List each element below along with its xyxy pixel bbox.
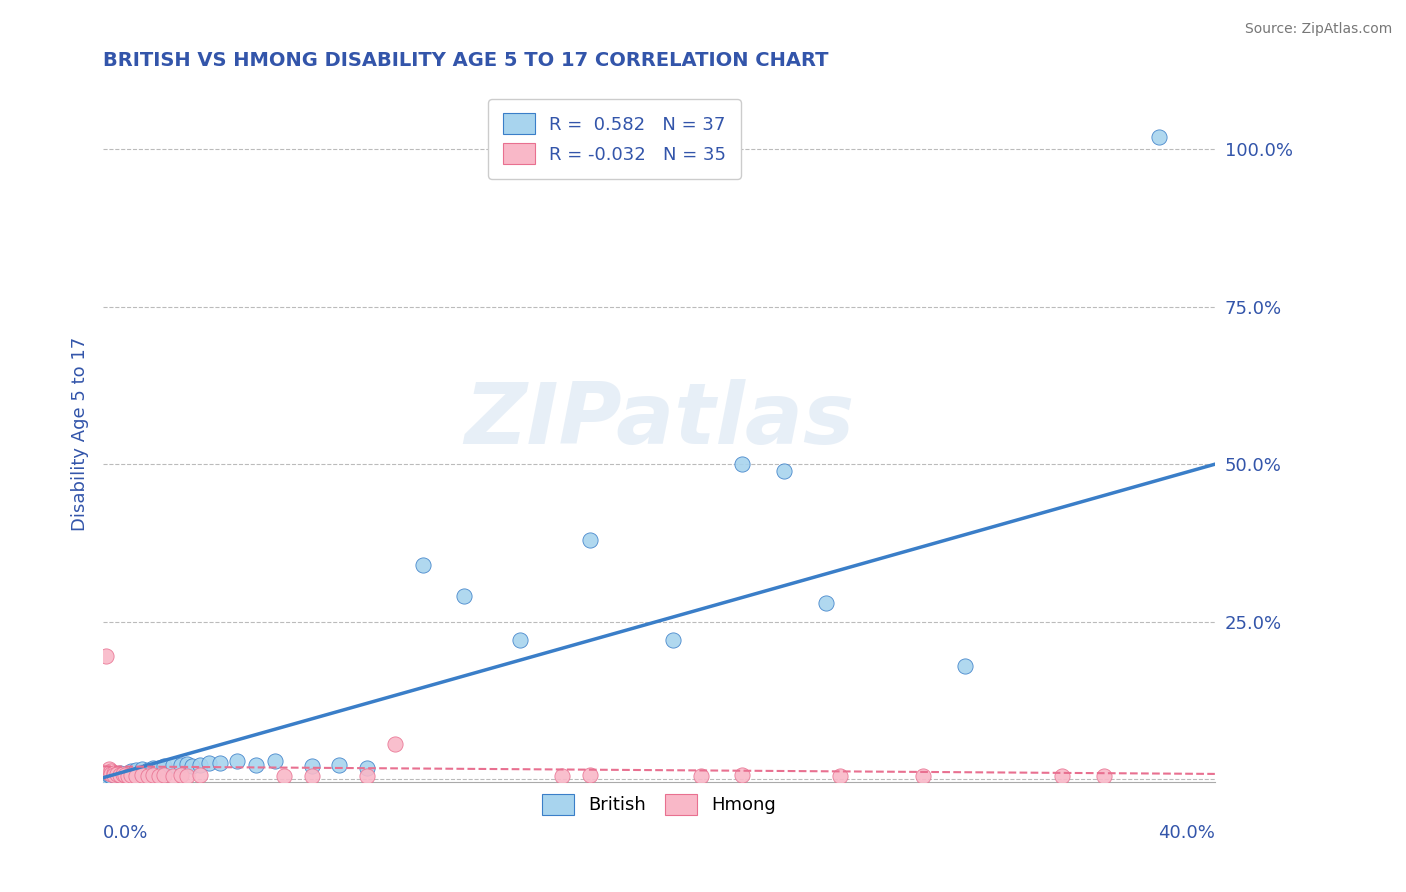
Point xyxy=(142,768,165,782)
Point xyxy=(94,769,117,783)
Point xyxy=(125,763,148,777)
Point xyxy=(120,764,142,779)
Point xyxy=(301,759,323,773)
Point xyxy=(911,769,934,783)
Point xyxy=(131,762,153,776)
Point xyxy=(103,765,125,780)
Point xyxy=(814,596,837,610)
Point xyxy=(170,758,193,772)
Point xyxy=(181,759,204,773)
Point xyxy=(97,762,120,776)
Point xyxy=(176,769,198,783)
Point xyxy=(100,767,122,781)
Legend: British, Hmong: British, Hmong xyxy=(534,787,783,822)
Point xyxy=(264,755,287,769)
Point xyxy=(551,769,574,783)
Point xyxy=(208,756,231,770)
Point xyxy=(578,533,600,547)
Point xyxy=(105,767,128,781)
Point xyxy=(731,768,754,782)
Point xyxy=(162,758,184,772)
Point xyxy=(108,768,131,782)
Point xyxy=(131,768,153,782)
Point xyxy=(190,768,212,782)
Text: ZIPatlas: ZIPatlas xyxy=(464,379,853,462)
Point xyxy=(301,769,323,783)
Point xyxy=(162,769,184,783)
Point xyxy=(108,766,131,780)
Point xyxy=(114,767,136,781)
Point xyxy=(412,558,434,572)
Y-axis label: Disability Age 5 to 17: Disability Age 5 to 17 xyxy=(72,337,89,532)
Point xyxy=(136,769,159,783)
Point xyxy=(689,769,711,783)
Point xyxy=(453,590,475,604)
Point xyxy=(356,769,378,783)
Point xyxy=(1092,769,1115,783)
Point xyxy=(509,633,531,648)
Point xyxy=(111,767,134,781)
Point xyxy=(662,633,685,648)
Point xyxy=(190,758,212,772)
Text: 40.0%: 40.0% xyxy=(1159,824,1215,842)
Point xyxy=(953,658,976,673)
Point xyxy=(153,768,176,782)
Point xyxy=(1050,769,1073,783)
Point xyxy=(578,768,600,782)
Point xyxy=(105,767,128,781)
Point xyxy=(103,767,125,781)
Point xyxy=(148,761,170,775)
Point xyxy=(828,769,851,783)
Point xyxy=(731,457,754,471)
Point xyxy=(136,763,159,777)
Point xyxy=(225,755,247,769)
Point xyxy=(142,761,165,775)
Point xyxy=(356,761,378,775)
Point xyxy=(153,759,176,773)
Point xyxy=(773,463,796,477)
Point xyxy=(328,758,350,772)
Point xyxy=(384,737,406,751)
Point xyxy=(100,769,122,783)
Point xyxy=(148,769,170,783)
Point xyxy=(97,768,120,782)
Point xyxy=(1149,129,1171,144)
Point xyxy=(117,769,139,783)
Point xyxy=(97,765,120,780)
Point xyxy=(114,768,136,782)
Point xyxy=(170,768,193,782)
Point xyxy=(94,649,117,664)
Text: 0.0%: 0.0% xyxy=(103,824,149,842)
Point xyxy=(125,769,148,783)
Point xyxy=(100,764,122,779)
Point xyxy=(245,758,267,772)
Point xyxy=(103,768,125,782)
Text: BRITISH VS HMONG DISABILITY AGE 5 TO 17 CORRELATION CHART: BRITISH VS HMONG DISABILITY AGE 5 TO 17 … xyxy=(103,51,828,70)
Point xyxy=(273,769,295,783)
Point xyxy=(197,756,219,771)
Point xyxy=(176,756,198,771)
Point xyxy=(120,768,142,782)
Text: Source: ZipAtlas.com: Source: ZipAtlas.com xyxy=(1244,22,1392,37)
